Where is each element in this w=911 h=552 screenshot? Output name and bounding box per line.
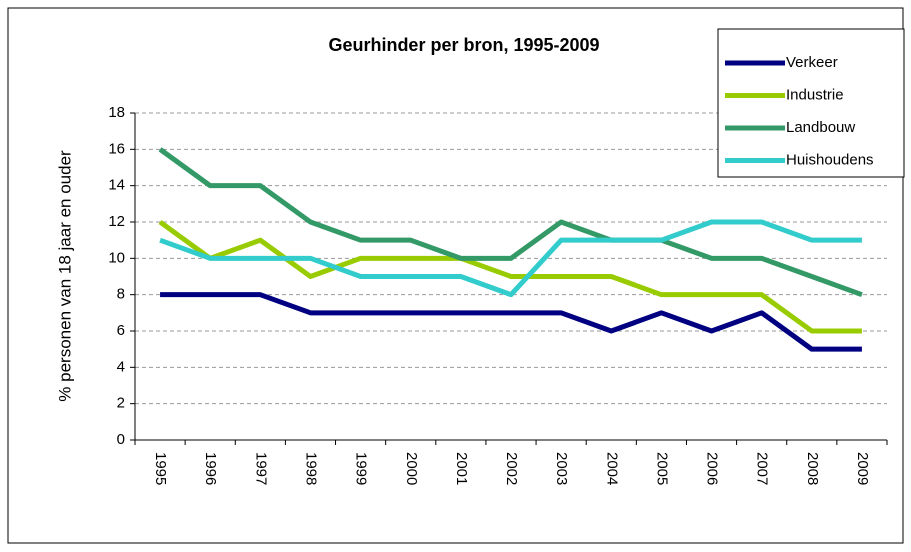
legend-label: Landbouw xyxy=(786,119,855,136)
y-tick-label: 4 xyxy=(117,358,125,375)
x-tick-label: 2004 xyxy=(603,452,620,485)
x-tick-label: 1999 xyxy=(353,452,370,485)
legend-label: Verkeer xyxy=(786,54,838,71)
series-line xyxy=(158,147,863,298)
y-tick-label: 6 xyxy=(117,322,125,339)
y-tick-label: 12 xyxy=(108,213,125,230)
y-tick-label: 14 xyxy=(108,177,125,194)
x-tick-label: 2002 xyxy=(503,452,520,485)
x-tick-label: 2003 xyxy=(553,452,570,485)
y-tick-label: 10 xyxy=(108,249,125,266)
x-tick-label: 2000 xyxy=(403,452,420,485)
y-tick-label: 8 xyxy=(117,286,125,303)
y-tick-label: 2 xyxy=(117,395,125,412)
x-tick-label: 1996 xyxy=(202,452,219,485)
x-tick-label: 2001 xyxy=(453,452,470,485)
series-line xyxy=(160,292,862,352)
series-line xyxy=(159,219,862,298)
legend-box xyxy=(717,28,905,178)
x-tick-label: 2008 xyxy=(804,452,821,485)
series-line xyxy=(158,219,862,334)
chart-title: Geurhinder per bron, 1995-2009 xyxy=(328,35,599,55)
x-tick-label: 2007 xyxy=(754,452,771,485)
x-tick-label: 2009 xyxy=(854,452,871,485)
y-tick-label: 18 xyxy=(108,104,125,121)
x-tick-label: 1995 xyxy=(152,452,169,485)
y-tick-label: 16 xyxy=(108,140,125,157)
y-tick-label: 0 xyxy=(117,431,125,448)
x-tick-label: 2005 xyxy=(653,452,670,485)
legend-label: Huishoudens xyxy=(786,151,874,168)
x-tick-label: 2006 xyxy=(704,452,721,485)
legend-label: Industrie xyxy=(786,86,844,103)
x-tick-label: 1998 xyxy=(302,452,319,485)
y-axis-label: % personen van 18 jaar en ouder xyxy=(55,150,74,402)
x-tick-label: 1997 xyxy=(252,452,269,485)
